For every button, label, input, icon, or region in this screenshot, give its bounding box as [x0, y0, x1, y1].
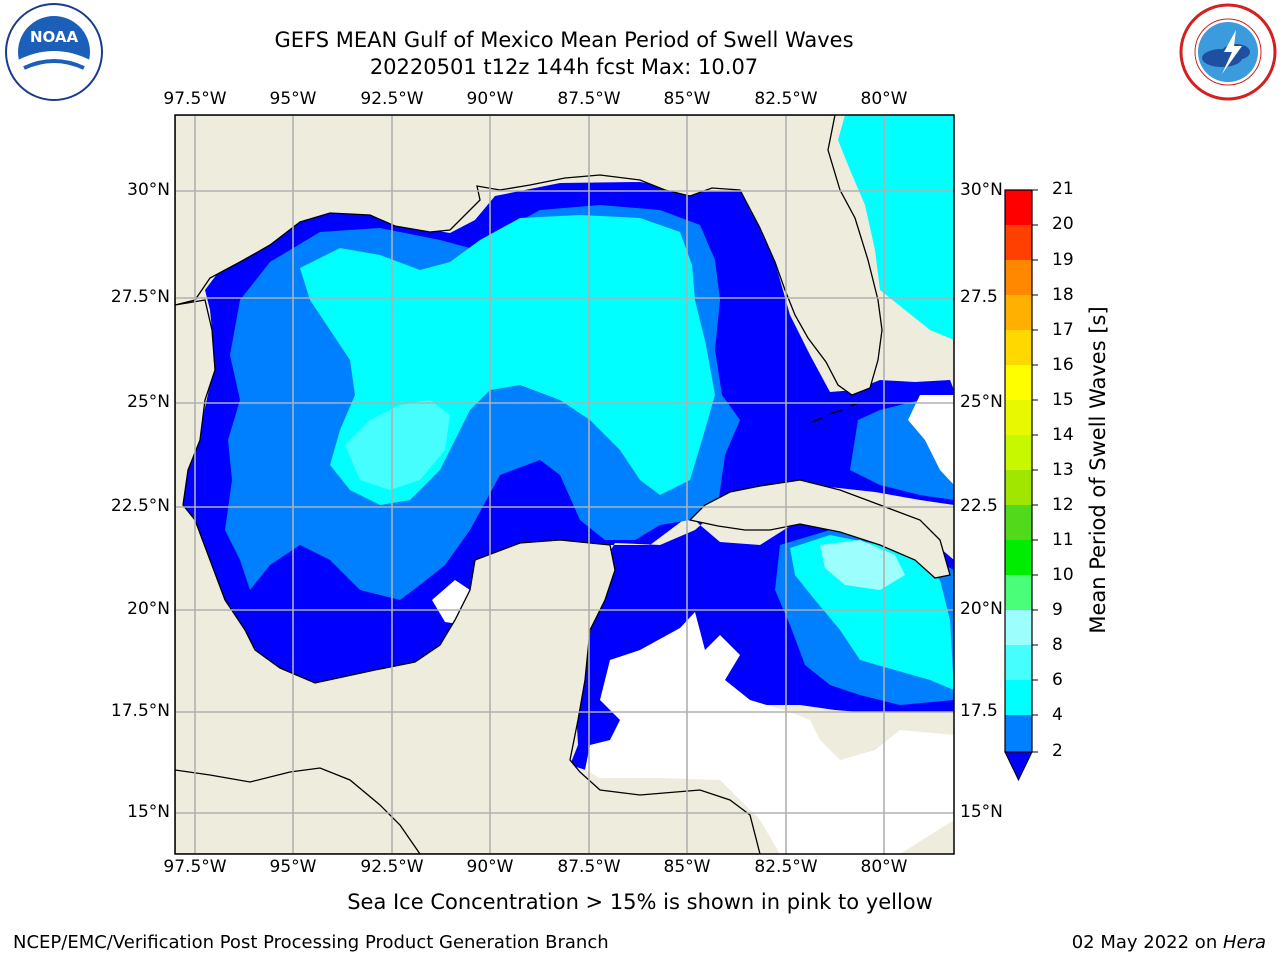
lat-label-left: 30°N	[127, 180, 170, 200]
colorbar-tick: 16	[1052, 355, 1074, 375]
land-area	[175, 115, 954, 854]
nws-logo	[1178, 2, 1278, 102]
colorbar-tick: 11	[1052, 530, 1074, 550]
lat-label-left: 15°N	[127, 802, 170, 822]
lon-label-top: 92.5°W	[360, 89, 424, 109]
lon-label-top: 85°W	[663, 89, 711, 109]
us-gulf-coast	[175, 115, 883, 396]
footer-date-block: 02 May 2022 on Hera	[1072, 932, 1266, 953]
gulf-swell-2-4	[183, 182, 954, 772]
campeche-no-data	[432, 580, 470, 625]
colorbar-tick: 13	[1052, 460, 1074, 480]
lat-label-left: 17.5°N	[110, 701, 170, 721]
colorbar-tick: 2	[1052, 741, 1063, 761]
colorbar-tick: 20	[1052, 214, 1074, 234]
florida-atlantic-swell-6-8	[838, 115, 954, 340]
caribbean-swell-8-9	[820, 540, 905, 590]
colorbar-tick: 19	[1052, 250, 1074, 270]
lon-label-top: 95°W	[269, 89, 317, 109]
bahamas-no-data	[908, 395, 954, 485]
atlantic-swell-4-6	[850, 400, 954, 500]
gulf-swell-4-6	[225, 205, 740, 600]
lon-label-bottom: 85°W	[663, 857, 711, 877]
lon-label-top: 97.5°W	[163, 89, 227, 109]
caribbean-swell-6-8	[790, 535, 954, 690]
footer-date: 02 May 2022 on	[1071, 932, 1223, 953]
lon-label-bottom: 82.5°W	[754, 857, 818, 877]
noaa-logo-text: NOAA	[30, 28, 79, 46]
caribbean-no-data	[585, 612, 954, 854]
chart-subtitle: 20220501 t12z 144h fcst Max: 10.07	[369, 55, 759, 79]
lat-label-right: 25°N	[960, 392, 1003, 412]
caribbean-swell-4-6	[775, 530, 954, 705]
colorbar-tick: 9	[1052, 600, 1063, 620]
lon-label-bottom: 92.5°W	[360, 857, 424, 877]
chart-title: GEFS MEAN Gulf of Mexico Mean Period of …	[274, 28, 854, 52]
mexico-coast	[175, 299, 761, 854]
lon-label-bottom: 97.5°W	[163, 857, 227, 877]
lat-label-right: 30°N	[960, 180, 1003, 200]
pacific-swell-8-9	[345, 785, 412, 854]
lat-label-left: 27.5°N	[110, 287, 170, 307]
lon-label-bottom: 95°W	[269, 857, 317, 877]
colorbar	[1004, 189, 1038, 782]
colorbar-tick: 15	[1052, 390, 1074, 410]
map-graticule	[175, 115, 954, 854]
colorbar-tick: 18	[1052, 285, 1074, 305]
pacific-coast	[175, 767, 421, 854]
footer-credit: NCEP/EMC/Verification Post Processing Pr…	[13, 932, 609, 953]
cuba	[688, 479, 951, 579]
florida-keys	[811, 401, 861, 423]
colorbar-tick: 21	[1052, 179, 1074, 199]
gulf-swell-8-9	[345, 400, 450, 490]
map-frame	[174, 114, 955, 855]
colorbar-tick: 8	[1052, 635, 1063, 655]
lat-label-left: 20°N	[127, 599, 170, 619]
lon-label-top: 80°W	[860, 89, 908, 109]
gulf-swell-6-8	[300, 215, 715, 505]
lon-label-top: 90°W	[466, 89, 514, 109]
lat-label-right: 17.5	[960, 701, 998, 721]
colorbar-tick: 4	[1052, 705, 1063, 725]
lat-label-left: 25°N	[127, 392, 170, 412]
lon-label-bottom: 87.5°W	[557, 857, 621, 877]
noaa-logo: NOAA	[4, 2, 104, 102]
colorbar-tick: 12	[1052, 495, 1074, 515]
lon-label-bottom: 90°W	[466, 857, 514, 877]
colorbar-tick: 17	[1052, 320, 1074, 340]
pacific-swell-9-10	[175, 772, 365, 854]
colorbar-tick: 6	[1052, 670, 1063, 690]
sea-ice-note: Sea Ice Concentration > 15% is shown in …	[347, 890, 933, 914]
colorbar-tick: 14	[1052, 425, 1074, 445]
lon-label-bottom: 80°W	[860, 857, 908, 877]
lon-label-top: 82.5°W	[754, 89, 818, 109]
lat-label-right: 27.5	[960, 287, 998, 307]
lat-label-right: 22.5	[960, 496, 998, 516]
colorbar-tick: 10	[1052, 565, 1074, 585]
lat-label-right: 20°N	[960, 599, 1003, 619]
footer-machine: Hera	[1222, 932, 1266, 953]
colorbar-label: Mean Period of Swell Waves [s]	[1086, 306, 1110, 634]
lat-label-right: 15°N	[960, 802, 1003, 822]
lat-label-left: 22.5°N	[110, 496, 170, 516]
lon-label-top: 87.5°W	[557, 89, 621, 109]
